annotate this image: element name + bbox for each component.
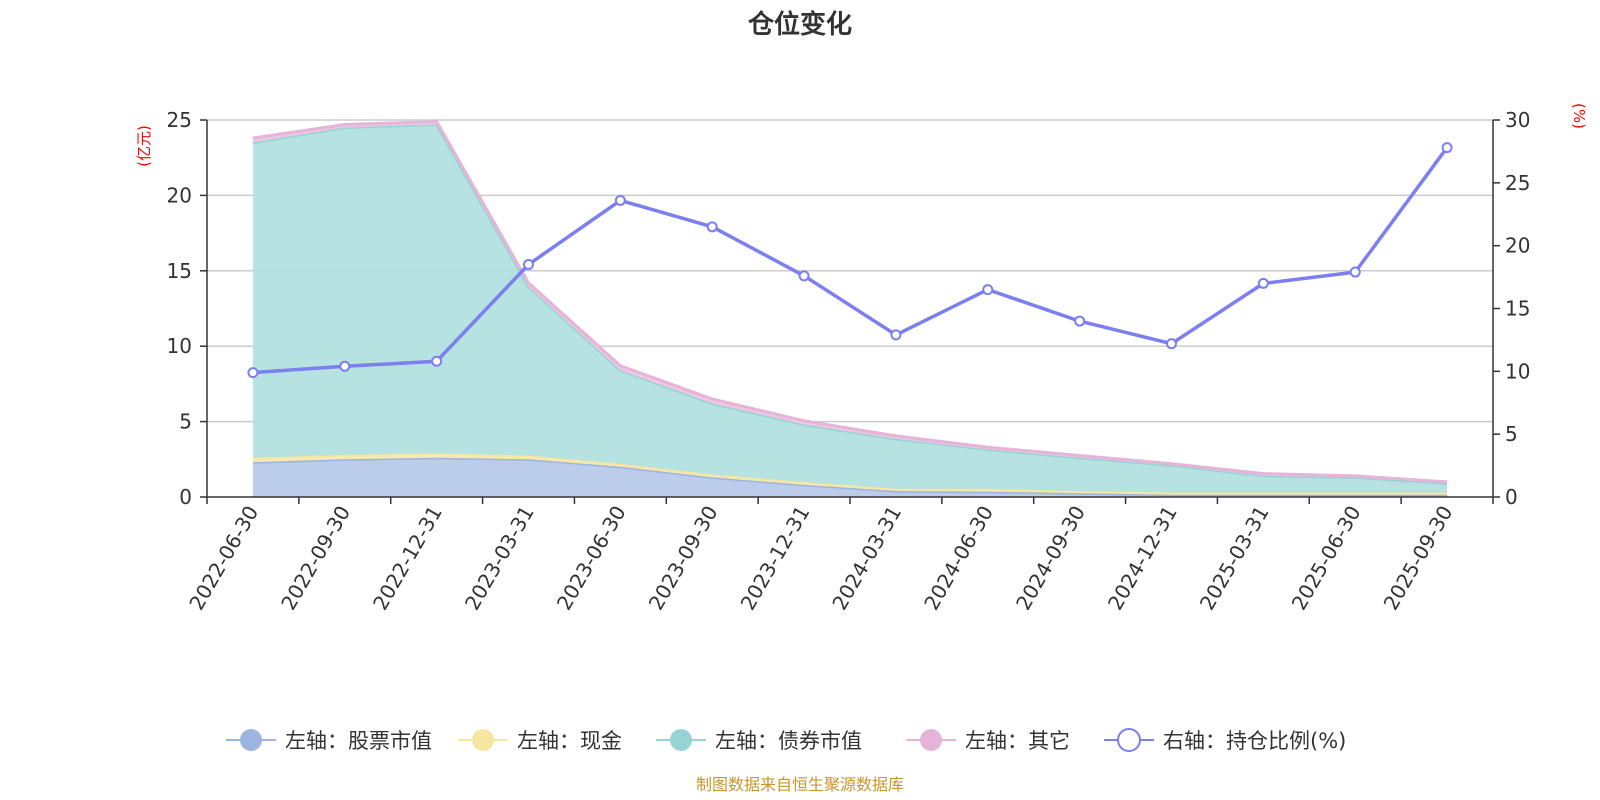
- legend: 左轴：股票市值 左轴：现金 左轴：债券市值 左轴：其它 右轴：持仓比例(%): [226, 728, 1346, 753]
- right-tick-label: 20: [1505, 234, 1530, 258]
- ratio-point: [890, 329, 902, 341]
- ratio-point: [1074, 315, 1086, 327]
- ratio-line-path: [252, 146, 1449, 375]
- ratio-point: [706, 221, 718, 233]
- left-tick-label: 15: [167, 259, 192, 283]
- ratio-point: [614, 194, 626, 206]
- chart-title: 仓位变化: [747, 9, 852, 40]
- right-axis-unit: (%): [1570, 103, 1588, 129]
- ratio-point: [431, 355, 443, 367]
- x-tick-label: 2023-06-30: [552, 502, 631, 615]
- ratio-point: [247, 367, 259, 379]
- ratio-point: [1349, 266, 1361, 278]
- ratio-point: [1441, 142, 1453, 154]
- x-tick-label: 2025-03-31: [1195, 502, 1274, 615]
- legend-item: 左轴：其它: [906, 729, 1070, 753]
- right-tick-label: 0: [1505, 485, 1518, 509]
- legend-item: 左轴：现金: [458, 729, 622, 753]
- left-axis-unit: (亿元): [135, 125, 153, 167]
- ratio-point: [1166, 338, 1177, 350]
- ratio-point: [982, 284, 994, 296]
- x-tick-label: 2023-12-31: [735, 502, 814, 615]
- x-tick-label: 2022-09-30: [276, 502, 355, 615]
- legend-symbol-marker: [1117, 728, 1141, 752]
- x-tick-label: 2022-12-31: [368, 501, 447, 614]
- x-tick-label: 2024-06-30: [919, 501, 998, 614]
- legend-item: 右轴：持仓比例(%): [1104, 728, 1346, 753]
- left-tick-label: 0: [179, 485, 192, 509]
- right-tick-label: 5: [1505, 422, 1518, 446]
- x-tick-label: 2024-03-31: [827, 502, 906, 615]
- stacked-areas: [252, 119, 1448, 497]
- ratio-line: [247, 142, 1453, 379]
- legend-symbol-marker: [472, 729, 494, 751]
- legend-item: 左轴：债券市值: [656, 729, 862, 753]
- right-tick-label: 10: [1505, 359, 1530, 383]
- data-source-note: 制图数据来自恒生聚源数据库: [696, 775, 904, 794]
- legend-symbol-marker: [670, 729, 692, 751]
- area-fill: [252, 124, 1448, 493]
- legend-item: 左轴：股票市值: [226, 729, 432, 753]
- x-tick-label: 2024-09-30: [1011, 502, 1090, 615]
- legend-label: 左轴：现金: [517, 729, 622, 753]
- right-tick-label: 30: [1505, 108, 1530, 132]
- x-tick-label: 2022-06-30: [184, 502, 263, 615]
- x-tick-label: 2025-06-30: [1287, 502, 1366, 615]
- left-tick-label: 20: [167, 183, 192, 207]
- area-edge: [252, 119, 1448, 484]
- legend-symbol-marker: [920, 729, 942, 751]
- x-tick-label: 2024-12-31: [1103, 502, 1182, 615]
- ratio-point: [798, 270, 810, 282]
- legend-label: 左轴：股票市值: [285, 729, 432, 753]
- legend-symbol-marker: [240, 729, 262, 751]
- left-tick-label: 10: [167, 334, 192, 358]
- left-tick-label: 5: [179, 410, 192, 434]
- legend-label: 左轴：其它: [965, 729, 1070, 753]
- ratio-point: [523, 259, 534, 271]
- left-tick-label: 25: [167, 108, 192, 132]
- x-tick-label: 2023-09-30: [644, 502, 723, 615]
- ratio-point: [339, 360, 351, 372]
- ratio-point: [1257, 277, 1269, 289]
- right-tick-label: 25: [1505, 171, 1530, 195]
- area-fill: [252, 457, 1448, 497]
- legend-label: 左轴：债券市值: [715, 729, 862, 753]
- right-tick-label: 15: [1505, 297, 1530, 321]
- legend-label: 右轴：持仓比例(%): [1163, 729, 1346, 753]
- x-tick-label: 2023-03-31: [460, 502, 539, 615]
- x-tick-label: 2025-09-30: [1378, 502, 1457, 615]
